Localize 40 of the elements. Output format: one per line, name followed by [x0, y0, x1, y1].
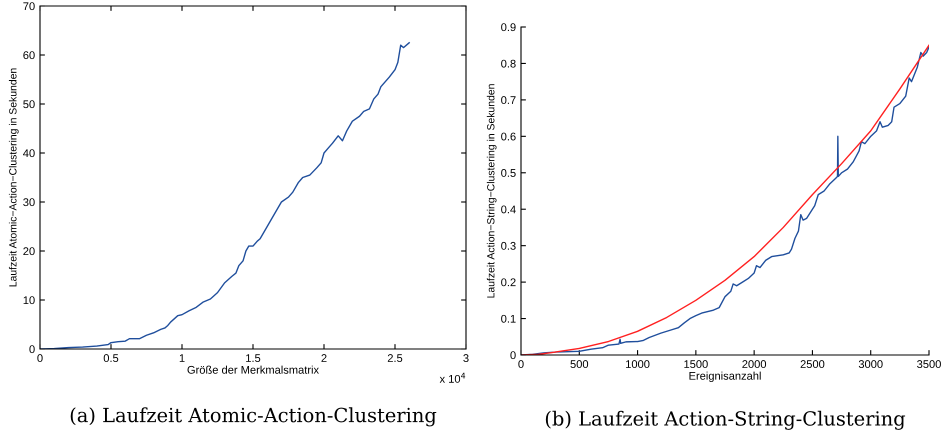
x-axis-title: Größe der Merkmalsmatrix: [188, 366, 319, 374]
y-tick-label: 0: [29, 345, 35, 354]
y-tick-label: 0.7: [501, 96, 516, 104]
text: x 10$^{4}$: [440, 372, 466, 383]
y-tick-label: 10: [24, 296, 35, 304]
x-tick-label: 2.5: [388, 354, 402, 362]
x-tick-label: 2000: [742, 360, 766, 368]
y-axis-title: Laufzeit Action−String−Clustering in Sekunden: [486, 84, 497, 298]
text: (b) Laufzeit Action-String-Clustering: [546, 410, 906, 430]
y-tick-label: 70: [23, 2, 35, 10]
line-series: [40, 42, 410, 349]
x-tick-label: 1500: [684, 360, 708, 368]
y-tick-label: 20: [23, 247, 35, 256]
y-tick-label: 0.6: [501, 132, 516, 140]
y-tick-label: 0.8: [501, 60, 516, 68]
text: (a) Laufzeit Atomic-Action-Clustering: [70, 407, 436, 426]
y-tick-label: 40: [23, 149, 35, 158]
y-tick-label: 0.5: [501, 169, 516, 177]
y-tick-label: 0.2: [501, 278, 516, 286]
x-tick-label: 1.5: [246, 354, 260, 362]
x-tick-label: 1: [180, 354, 185, 362]
y-tick-label: 0.1: [501, 314, 516, 323]
x-tick-label: 0.5: [104, 354, 118, 362]
x-tick-label: 3: [463, 354, 469, 362]
y-tick-label: 0.9: [501, 23, 516, 32]
x-tick-label: 500: [570, 360, 588, 368]
y-tick-label: 0.3: [501, 242, 516, 250]
y-tick-label: 0.4: [501, 205, 516, 214]
x-tick-label: 2: [321, 354, 327, 362]
x-axis-title: Ereignisanzahl: [689, 372, 761, 382]
y-tick-label: 60: [23, 51, 35, 60]
y-axis-title: Laufzeit Atomic−Action−Clustering in Sekunden: [8, 68, 19, 286]
x-tick-label: 3000: [858, 360, 883, 368]
x-tick-label: 3500: [917, 360, 941, 368]
y-tick-label: 50: [23, 100, 35, 108]
x-tick-label: 2500: [800, 360, 824, 368]
x-tick-label: 0: [37, 354, 43, 362]
x-tick-label: 0: [518, 360, 524, 368]
x-tick-label: 1000: [626, 360, 650, 368]
y-tick-label: 30: [23, 198, 35, 206]
